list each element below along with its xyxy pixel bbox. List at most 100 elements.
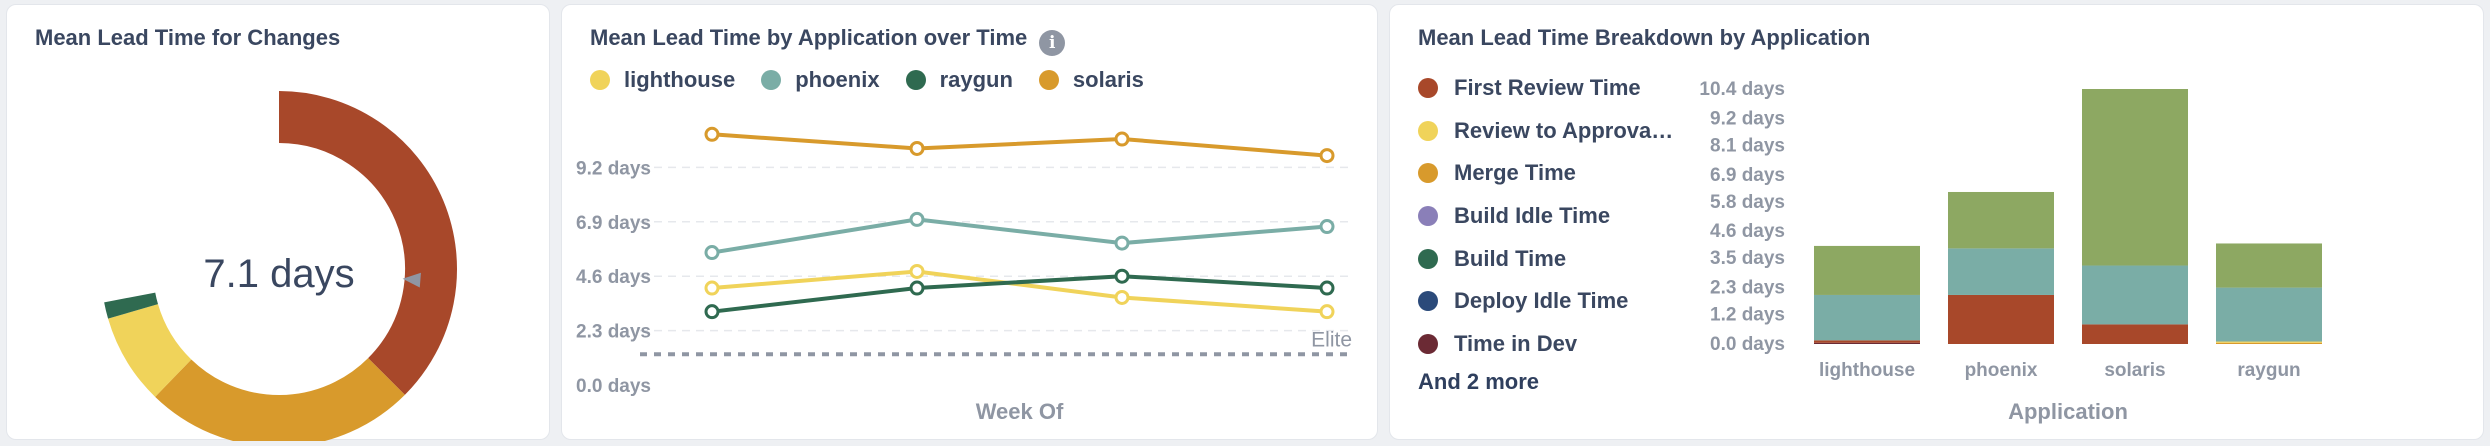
data-point-lighthouse <box>1319 304 1335 320</box>
line-chart: 0.0 days 2.3 days 4.6 days 6.9 days 9.2 days… <box>576 126 1352 424</box>
legend-item[interactable]: Merge Time <box>1418 152 1678 195</box>
y-tick-label: 1.2 days <box>1710 305 1785 326</box>
y-tick-label: 9.2 days <box>576 158 651 179</box>
bar-legend: First Review Time Review to Approva… Merge… <box>1418 67 1678 395</box>
elite-threshold-label: Elite <box>1311 328 1352 351</box>
bar-segment-raygun <box>2216 243 2322 288</box>
legend-item[interactable]: Build Time <box>1418 237 1678 280</box>
x-tick-label: lighthouse <box>1819 360 1915 381</box>
bar-segment-phoenix <box>1948 248 2054 295</box>
legend-item-raygun[interactable]: raygun <box>905 67 1013 93</box>
data-point-phoenix <box>1319 219 1335 235</box>
card-title: Mean Lead Time for Changes <box>35 25 341 50</box>
series-line-lighthouse <box>711 269 1328 314</box>
legend-dot <box>1418 163 1438 184</box>
gauge-segment <box>104 292 159 319</box>
legend-item[interactable]: Build Idle Time <box>1418 195 1678 238</box>
gauge-segment <box>278 91 457 395</box>
legend-dot <box>1418 206 1438 227</box>
legend-label: raygun <box>939 67 1013 92</box>
lead-time-over-time-card: Mean Lead Time by Application over Time i… <box>561 4 1378 440</box>
lead-time-breakdown-card: Mean Lead Time Breakdown by Application … <box>1389 4 2484 440</box>
data-point-lighthouse <box>704 280 720 296</box>
y-tick-label: 2.3 days <box>1710 278 1785 299</box>
bar-segment-raygun <box>2216 287 2322 342</box>
bar-segment-phoenix <box>1948 294 2054 344</box>
info-icon[interactable]: i <box>1039 30 1066 56</box>
series-line-phoenix <box>711 217 1328 255</box>
y-tick-label: 9.2 days <box>1710 108 1785 129</box>
data-point-raygun <box>1319 280 1335 296</box>
legend-dot <box>1418 78 1438 99</box>
bar-legend-items: First Review Time Review to Approva… Merge… <box>1418 67 1678 365</box>
y-tick-label: 3.5 days <box>1710 248 1785 269</box>
more-legend-link[interactable]: And 2 more <box>1418 369 1540 395</box>
data-point-phoenix <box>704 245 720 261</box>
legend-dot <box>1418 333 1438 354</box>
line-legend: lighthouse phoenix raygun solaris <box>590 67 1144 93</box>
legend-dot <box>1038 70 1059 90</box>
legend-item[interactable]: Time in Dev <box>1418 323 1678 366</box>
x-axis-label: Week Of <box>976 399 1064 424</box>
card-title-text: Mean Lead Time by Application over Time <box>590 25 1028 50</box>
legend-dot <box>590 70 610 90</box>
bar-segment-solaris <box>2082 265 2188 325</box>
data-point-phoenix <box>909 211 925 227</box>
bar-segment-raygun <box>2216 341 2322 343</box>
bar-segment-solaris <box>2082 324 2188 344</box>
card-title: Mean Lead Time by Application over Time i <box>590 25 1066 56</box>
data-point-raygun <box>704 304 720 320</box>
x-tick-label: raygun <box>2237 360 2300 381</box>
bar-segment-phoenix <box>1948 191 2054 249</box>
card-title: Mean Lead Time Breakdown by Application <box>1418 25 1871 50</box>
x-axis-label: Application <box>2008 399 2128 424</box>
legend-label: solaris <box>1072 67 1144 92</box>
gauge-center-value: 7.1 days <box>203 252 354 296</box>
legend-label: phoenix <box>795 67 880 92</box>
y-tick-label: 0.0 days <box>576 376 651 397</box>
bar-segment-raygun <box>2216 342 2322 344</box>
series-line-solaris <box>711 132 1328 158</box>
data-point-phoenix <box>1114 235 1130 251</box>
data-point-lighthouse <box>1114 289 1130 305</box>
y-tick-label: 4.6 days <box>576 267 651 288</box>
data-point-lighthouse <box>909 263 925 279</box>
legend-item[interactable]: Deploy Idle Time <box>1418 280 1678 323</box>
gauge-segment <box>155 357 405 441</box>
bar-segment-lighthouse <box>1814 342 1920 344</box>
stacked-bar-chart: 0.0 days 1.2 days 2.3 days 3.5 days 4.6 days… <box>1699 79 2322 424</box>
gauge-marker <box>402 272 421 288</box>
legend-dot <box>1418 248 1438 269</box>
legend-dot <box>761 70 782 90</box>
legend-item-solaris[interactable]: solaris <box>1038 67 1144 93</box>
legend-item-lighthouse[interactable]: lighthouse <box>590 67 735 93</box>
x-tick-label: phoenix <box>1965 360 2038 381</box>
data-point-solaris <box>909 140 925 156</box>
legend-item[interactable]: First Review Time <box>1418 67 1678 110</box>
y-tick-label: 10.4 days <box>1699 79 1785 100</box>
data-point-raygun <box>909 280 925 296</box>
legend-dot <box>1418 120 1438 141</box>
data-point-solaris <box>704 126 720 142</box>
y-tick-label: 5.8 days <box>1710 192 1785 213</box>
legend-dot <box>905 70 926 90</box>
data-point-solaris <box>1319 148 1335 164</box>
bar-segment-solaris <box>2082 89 2188 266</box>
y-tick-label: 8.1 days <box>1710 135 1785 156</box>
gauge-chart: 7.1 days <box>104 91 457 441</box>
legend-label: lighthouse <box>624 67 736 92</box>
legend-item[interactable]: Review to Approva… <box>1418 110 1678 153</box>
legend-item-phoenix[interactable]: phoenix <box>761 67 880 93</box>
legend-dot <box>1418 291 1438 312</box>
y-tick-label: 6.9 days <box>576 213 651 234</box>
gauge-segment <box>108 303 192 397</box>
data-point-raygun <box>1114 268 1130 284</box>
data-point-solaris <box>1114 131 1130 147</box>
bar-segment-lighthouse <box>1814 245 1920 295</box>
bar-segment-lighthouse <box>1814 294 1920 341</box>
bar-segment-lighthouse <box>1814 340 1920 343</box>
x-tick-label: solaris <box>2104 360 2165 381</box>
series-line-raygun <box>711 274 1328 314</box>
y-tick-label: 6.9 days <box>1710 165 1785 186</box>
mean-lead-time-card: Mean Lead Time for Changes 7.1 days <box>6 4 550 441</box>
